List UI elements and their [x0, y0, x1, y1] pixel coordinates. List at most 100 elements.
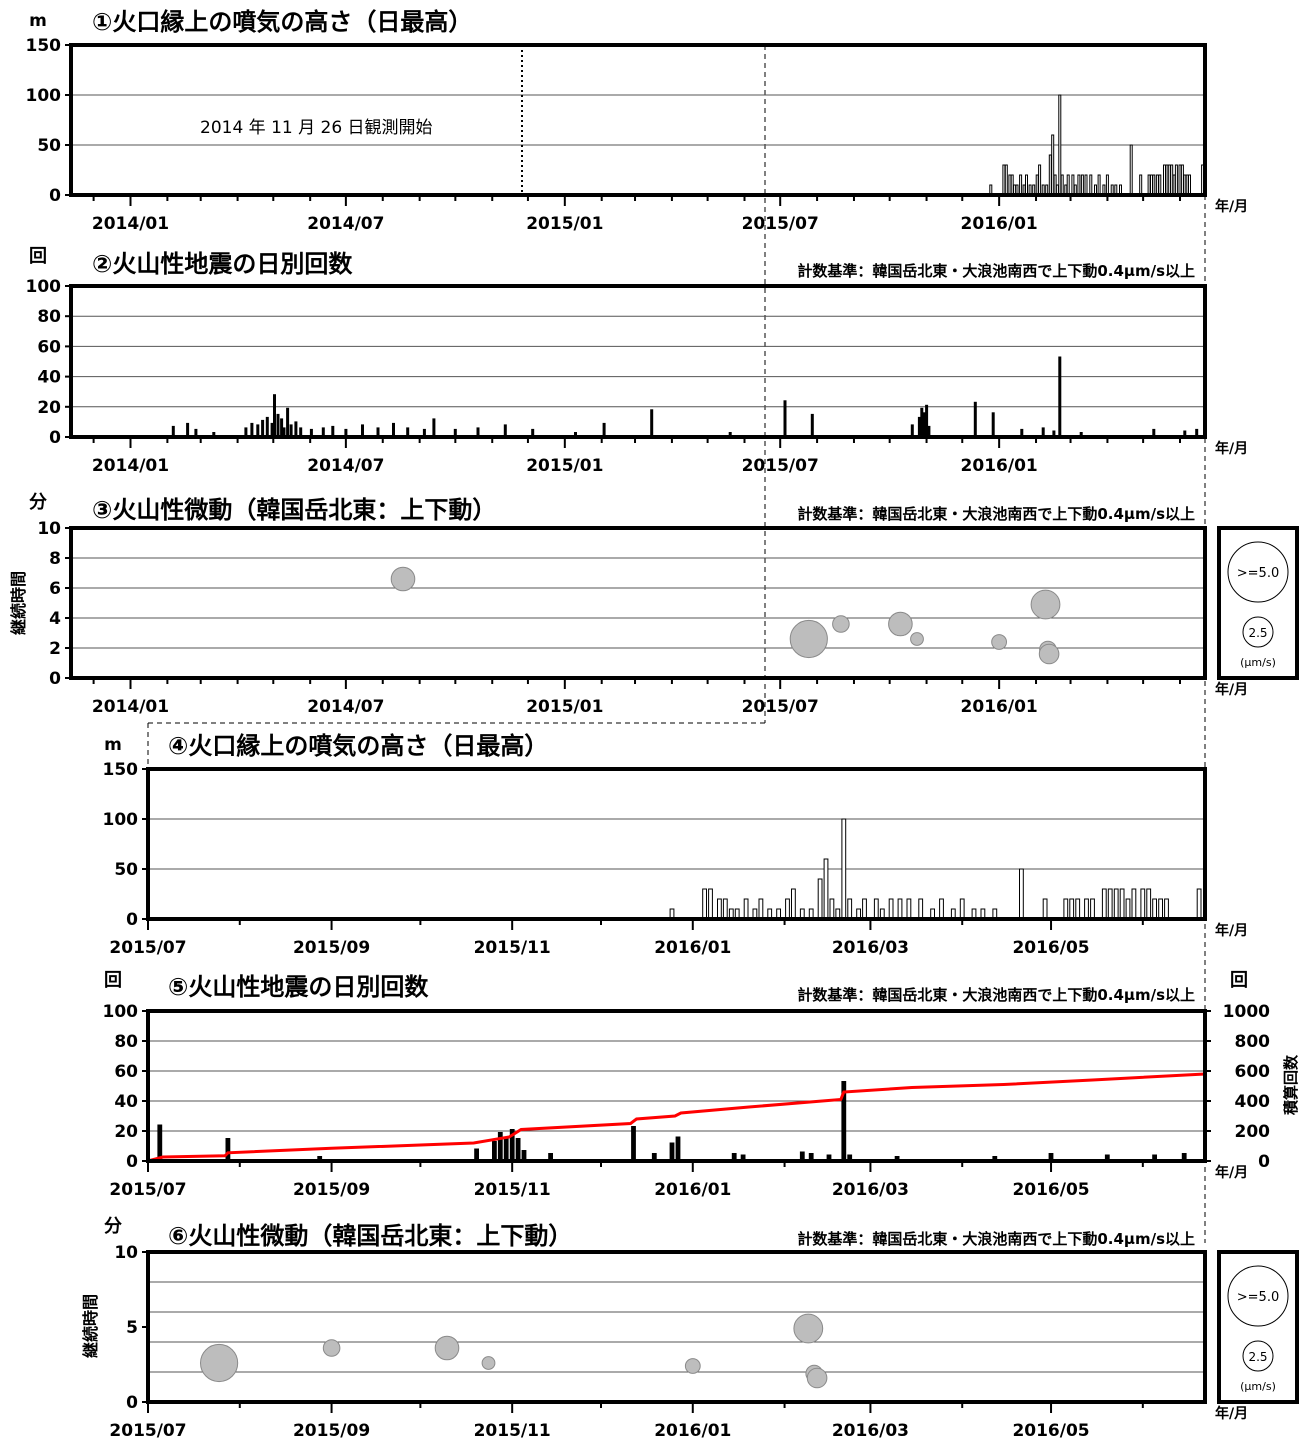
- x-tick-label: 2015/07: [742, 697, 819, 717]
- bar: [1071, 174, 1075, 196]
- tremor-point: [434, 1335, 460, 1361]
- bar: [920, 407, 924, 438]
- y2-tick-label: 1000: [1223, 1002, 1270, 1022]
- bar: [1084, 898, 1089, 920]
- bar: [492, 1141, 497, 1162]
- y2-tick-label: 0: [1258, 1152, 1270, 1172]
- bar: [1165, 164, 1169, 196]
- panel-2: 回 ②火山性地震の日別回数 計数基準：韓国岳北東・大浪池南西で上下動0.4μm/…: [26, 246, 1249, 476]
- panel-3-y-ticks: 0 2 4 6 8 10: [37, 519, 71, 689]
- y-tick-label: 20: [37, 398, 61, 418]
- x-tick-label: 2016/01: [654, 938, 731, 958]
- panel-6-size-legend: >=5.0 2.5 (μm/s): [1217, 1250, 1299, 1404]
- bar: [650, 409, 654, 438]
- y-tick-label: 0: [49, 669, 61, 689]
- x-tick-label: 2015/07: [742, 456, 819, 476]
- y-tick-label: 6: [49, 579, 61, 599]
- tremor-point: [789, 619, 828, 659]
- bar: [157, 1124, 163, 1162]
- bar: [717, 898, 722, 920]
- bar: [1158, 898, 1163, 920]
- bar: [1025, 174, 1028, 196]
- y-tick-label: 2: [49, 639, 61, 659]
- x-tick-label: 2016/03: [832, 1421, 909, 1441]
- x-tick-label: 2014/07: [307, 456, 384, 476]
- tremor-point: [888, 611, 913, 637]
- bar: [917, 416, 921, 438]
- panel-4-grid: [148, 818, 1205, 870]
- bar: [1125, 898, 1131, 920]
- x-tick-label: 2016/01: [961, 697, 1038, 717]
- bar: [1075, 898, 1081, 920]
- y-tick-label: 60: [114, 1062, 138, 1082]
- bar: [897, 898, 903, 920]
- bar: [280, 418, 284, 438]
- bar: [939, 898, 944, 920]
- y2-tick-label: 200: [1235, 1122, 1271, 1142]
- bar: [669, 1142, 675, 1162]
- y-tick-label: 10: [114, 1243, 138, 1263]
- bar: [1010, 174, 1014, 196]
- bar: [1152, 898, 1157, 920]
- bar: [675, 1136, 681, 1162]
- bar: [1053, 174, 1057, 196]
- bar: [1180, 164, 1184, 196]
- x-tick-label: 2015/07: [109, 1421, 186, 1441]
- bar: [1174, 164, 1178, 196]
- bar: [1119, 888, 1125, 920]
- panel-6-duration-label: 継続時間: [81, 1294, 100, 1358]
- x-tick-label: 2016/05: [1012, 1180, 1089, 1200]
- bar: [250, 422, 254, 438]
- bar: [1058, 94, 1062, 196]
- panel-3-unit: 分: [29, 492, 47, 513]
- y-tick-label: 40: [37, 368, 61, 388]
- bar: [1146, 888, 1152, 920]
- panel-5-cumulative-line: [147, 1072, 1206, 1163]
- panel-3: 分 ③火山性微動（韓国岳北東：上下動） 計数基準：韓国岳北東・大浪池南西で上下動…: [9, 492, 1299, 717]
- panel-4-x-unit: 年/月: [1215, 922, 1248, 939]
- bar: [743, 898, 749, 920]
- bar: [1164, 898, 1169, 920]
- tremor-point: [991, 634, 1007, 650]
- panel-4-x-ticks: 2015/07 2015/09 2015/11 2016/01 2016/03 2016/…: [109, 919, 1144, 958]
- bar: [1048, 154, 1052, 196]
- bar: [1090, 898, 1095, 920]
- panel-5-cumulative-label: 積算回数: [1282, 1054, 1300, 1116]
- tremor-point: [806, 1367, 828, 1389]
- panel-1-x-ticks: 2014/01 2014/07 2015/01 2015/07 2016/01: [92, 195, 1182, 234]
- bar: [1158, 174, 1162, 196]
- panel-6-legend-big-circle: [1227, 1265, 1289, 1327]
- x-tick-label: 2016/01: [654, 1180, 731, 1200]
- bar: [973, 401, 977, 438]
- x-tick-label: 2015/07: [109, 938, 186, 958]
- bar: [1152, 174, 1156, 196]
- bar: [847, 898, 853, 920]
- bar: [1107, 888, 1113, 920]
- x-tick-label: 2015/11: [474, 1180, 551, 1200]
- x-tick-label: 2015/01: [526, 697, 603, 717]
- bar: [722, 898, 728, 920]
- y-tick-label: 0: [49, 428, 61, 448]
- bar: [1183, 174, 1187, 196]
- panel-2-frame: [69, 284, 1207, 439]
- panel-3-duration-label: 継続時間: [9, 571, 28, 635]
- bar: [1155, 174, 1159, 196]
- bar: [1196, 888, 1202, 920]
- x-tick-label: 2014/07: [307, 697, 384, 717]
- bar: [925, 404, 929, 438]
- bar: [862, 898, 867, 920]
- bar: [1004, 164, 1008, 196]
- observation-start-annotation: 2014 年 11 月 26 日観測開始: [200, 118, 433, 138]
- bar: [1101, 888, 1107, 920]
- panel-5-frame: [146, 1009, 1207, 1163]
- bar: [1058, 356, 1062, 438]
- bar: [1163, 164, 1166, 196]
- panel-6-criterion-note: 計数基準：韓国岳北東・大浪池南西で上下動0.4μm/s以上: [797, 1230, 1195, 1248]
- panel-2-bars: [171, 356, 1199, 438]
- tremor-point: [793, 1313, 824, 1344]
- y-tick-label: 50: [37, 136, 61, 156]
- y-tick-label: 20: [114, 1122, 138, 1142]
- y-tick-label: 50: [114, 860, 138, 880]
- bar: [1105, 174, 1109, 196]
